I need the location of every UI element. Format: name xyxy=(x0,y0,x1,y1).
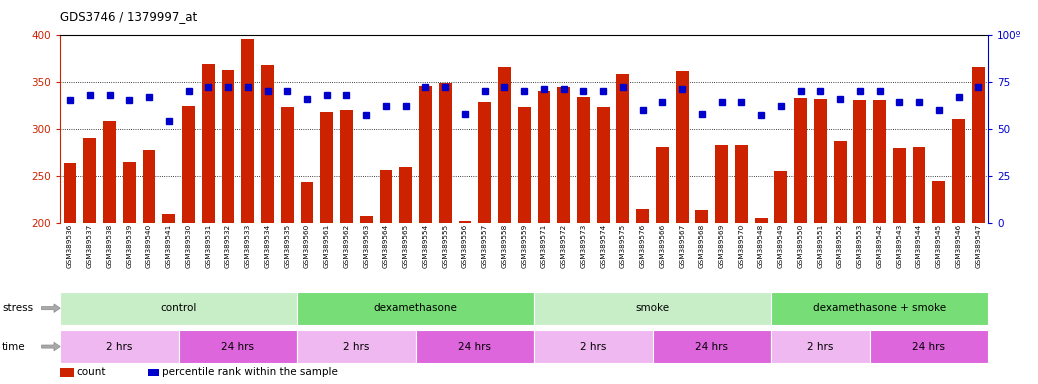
Bar xyxy=(498,66,511,223)
Bar xyxy=(479,102,491,223)
Text: GDS3746 / 1379997_at: GDS3746 / 1379997_at xyxy=(60,10,197,23)
Bar xyxy=(774,171,787,223)
Text: dexamethasone: dexamethasone xyxy=(374,303,458,313)
Bar xyxy=(952,119,965,223)
Bar xyxy=(538,91,550,223)
Bar xyxy=(755,218,767,223)
Text: control: control xyxy=(161,303,197,313)
Text: 24 hrs: 24 hrs xyxy=(912,341,946,352)
Bar xyxy=(380,170,392,223)
Text: dexamethasone + smoke: dexamethasone + smoke xyxy=(813,303,947,313)
Bar xyxy=(297,330,415,363)
Bar xyxy=(262,65,274,223)
Bar xyxy=(221,70,235,223)
Bar xyxy=(103,121,116,223)
Bar xyxy=(972,68,985,223)
Text: 24 hrs: 24 hrs xyxy=(459,341,491,352)
Bar xyxy=(735,145,747,223)
Text: 2 hrs: 2 hrs xyxy=(344,341,370,352)
Bar xyxy=(932,181,946,223)
Bar xyxy=(794,98,807,223)
Text: percentile rank within the sample: percentile rank within the sample xyxy=(162,367,337,377)
Bar xyxy=(142,150,156,223)
Bar xyxy=(122,162,136,223)
Bar xyxy=(419,86,432,223)
Text: stress: stress xyxy=(2,303,33,313)
Bar xyxy=(301,182,313,223)
Bar xyxy=(518,107,530,223)
Text: smoke: smoke xyxy=(635,303,670,313)
Bar xyxy=(695,210,708,223)
Bar xyxy=(912,147,926,223)
Bar xyxy=(617,74,629,223)
Text: 2 hrs: 2 hrs xyxy=(580,341,606,352)
Bar xyxy=(814,99,827,223)
Bar xyxy=(63,164,77,223)
Bar xyxy=(162,214,175,223)
Text: 2 hrs: 2 hrs xyxy=(808,341,834,352)
Bar xyxy=(60,330,179,363)
Bar xyxy=(636,209,649,223)
Text: 24 hrs: 24 hrs xyxy=(695,341,729,352)
Bar xyxy=(893,148,906,223)
Bar xyxy=(577,97,590,223)
Bar xyxy=(83,138,97,223)
Bar xyxy=(597,107,609,223)
Bar xyxy=(676,71,688,223)
Bar xyxy=(340,110,353,223)
Bar xyxy=(182,106,195,223)
Text: 2 hrs: 2 hrs xyxy=(106,341,133,352)
Bar xyxy=(834,141,847,223)
Bar xyxy=(853,101,867,223)
Text: count: count xyxy=(77,367,106,377)
Text: time: time xyxy=(2,341,26,352)
Bar xyxy=(360,216,373,223)
Bar xyxy=(321,112,333,223)
Bar xyxy=(459,221,471,223)
Bar xyxy=(557,87,570,223)
Bar xyxy=(771,292,988,324)
Bar xyxy=(400,167,412,223)
Bar xyxy=(873,101,886,223)
Bar xyxy=(715,145,728,223)
Bar xyxy=(281,107,294,223)
Bar xyxy=(771,330,870,363)
Bar xyxy=(242,39,254,223)
Bar xyxy=(656,147,668,223)
Bar xyxy=(535,330,653,363)
Bar xyxy=(870,330,988,363)
Bar xyxy=(439,83,452,223)
Text: 24 hrs: 24 hrs xyxy=(221,341,254,352)
Bar xyxy=(653,330,771,363)
Bar xyxy=(535,292,771,324)
Bar xyxy=(415,330,535,363)
Bar xyxy=(297,292,535,324)
Bar xyxy=(179,330,297,363)
Bar xyxy=(60,292,297,324)
Bar xyxy=(201,64,215,223)
